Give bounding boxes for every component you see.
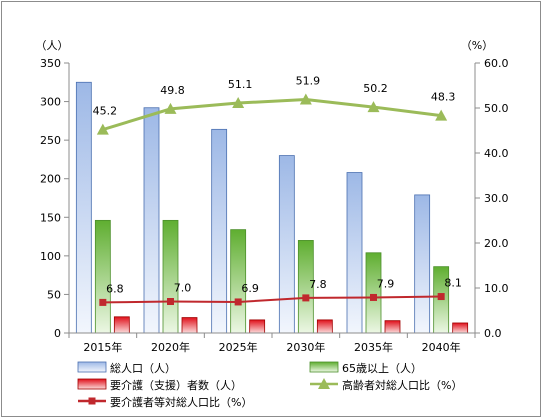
line-1-data-label: 51.1 — [228, 78, 253, 91]
line-2-data-label: 7.0 — [174, 282, 192, 295]
legend-swatch-3 — [77, 378, 107, 390]
y-right-tick-label: 50.0 — [484, 102, 509, 115]
line-2-point-4 — [302, 294, 310, 302]
bar-3-1 — [113, 316, 130, 334]
line-2-point-6 — [437, 293, 445, 301]
line-1-point-3 — [232, 97, 245, 109]
bar-2-1 — [94, 219, 111, 334]
x-tick-label: 2025年 — [219, 340, 258, 354]
line-1-point-4 — [299, 93, 312, 105]
legend-label-4: 高齢者対総人口比（%） — [342, 378, 462, 392]
line-1-data-label: 45.2 — [93, 105, 118, 118]
bar-1-5 — [346, 172, 363, 334]
y-right-tick-label: 10.0 — [484, 282, 509, 295]
legend-swatch-4 — [310, 378, 338, 389]
line-series-1 — [102, 97, 442, 132]
x-tick-label: 2030年 — [286, 340, 325, 354]
line-1-point-2 — [164, 102, 177, 114]
y-right-tick-label: 30.0 — [484, 192, 509, 205]
y-left-tick-label: 200 — [40, 173, 61, 186]
y-right-unit: （%） — [461, 39, 493, 52]
line-2-data-label: 7.8 — [309, 278, 327, 291]
line-2-point-2 — [167, 298, 174, 305]
line-2-data-label: 8.1 — [444, 277, 462, 290]
x-tick-label: 2015年 — [83, 340, 122, 354]
y-left-tick-label: 100 — [40, 250, 61, 263]
line-2-data-label: 6.9 — [241, 282, 259, 295]
bar-3-3 — [249, 319, 266, 334]
legend-swatch-2 — [309, 361, 339, 373]
line-2-point-3 — [234, 298, 242, 306]
legend-label-2: 65歳以上（人） — [342, 362, 422, 375]
y-left-tick-label: 50 — [47, 288, 61, 301]
line-2-data-label: 6.8 — [106, 282, 124, 295]
line-2-point-5 — [370, 293, 377, 301]
x-tick-label: 2020年 — [151, 340, 190, 354]
bar-2-2 — [162, 219, 179, 334]
bar-3-2 — [181, 317, 198, 334]
bar-3-5 — [384, 320, 401, 334]
legend-swatch-1 — [77, 361, 107, 373]
bar-2-5 — [365, 252, 382, 334]
line-1-point-6 — [435, 109, 448, 121]
y-left-tick-label: 150 — [40, 211, 61, 224]
line-2-point-1 — [99, 298, 107, 306]
y-right-tick-label: 40.0 — [484, 147, 509, 160]
x-tick-label: 2035年 — [354, 340, 393, 354]
x-tick-label: 2040年 — [422, 340, 461, 354]
y-left-tick-label: 0 — [54, 327, 61, 340]
bar-1-6 — [414, 194, 431, 334]
legend-swatch-5 — [78, 397, 106, 405]
y-right-tick-label: 60.0 — [484, 57, 509, 70]
y-right-tick-label: 20.0 — [484, 237, 509, 250]
legend-label-1: 総人口（人） — [110, 361, 176, 375]
line-1-data-label: 48.3 — [431, 91, 456, 104]
line-series-2 — [102, 295, 442, 304]
line-1-data-label: 49.8 — [160, 84, 185, 97]
bar-3-6 — [452, 322, 469, 334]
legend-label-3: 要介護（支援）者数（人） — [110, 378, 242, 392]
y-left-tick-label: 300 — [40, 96, 61, 109]
bar-1-2 — [143, 107, 160, 334]
line-1-data-label: 50.2 — [363, 82, 388, 95]
bar-1-1 — [75, 81, 92, 334]
y-right-tick-label: 0.0 — [484, 327, 502, 340]
y-left-unit: （人） — [36, 39, 69, 52]
y-left-tick-label: 350 — [40, 57, 61, 70]
bar-3-4 — [316, 319, 333, 334]
line-2-data-label: 7.9 — [377, 277, 395, 290]
line-1-point-1 — [96, 123, 109, 135]
legend-label-5: 要介護者等対総人口比（%） — [110, 395, 252, 409]
line-1-point-5 — [367, 101, 380, 113]
bar-1-4 — [278, 155, 295, 334]
y-left-tick-label: 250 — [40, 134, 61, 147]
line-1-data-label: 51.9 — [296, 74, 321, 87]
